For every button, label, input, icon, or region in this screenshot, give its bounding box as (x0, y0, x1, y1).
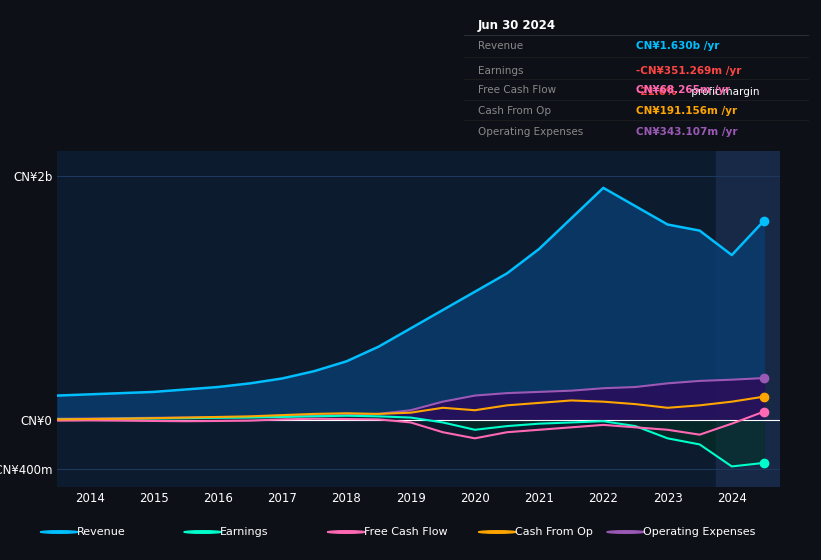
Text: Earnings: Earnings (220, 527, 268, 537)
Text: Free Cash Flow: Free Cash Flow (364, 527, 447, 537)
Circle shape (479, 531, 516, 533)
Text: Earnings: Earnings (478, 66, 523, 76)
Bar (716, 151, 780, 487)
Text: Revenue: Revenue (478, 41, 523, 51)
Text: -CN¥351.269m /yr: -CN¥351.269m /yr (636, 66, 741, 76)
Circle shape (607, 531, 644, 533)
Text: Cash From Op: Cash From Op (478, 106, 551, 116)
Text: Operating Expenses: Operating Expenses (478, 127, 583, 137)
Text: Cash From Op: Cash From Op (515, 527, 593, 537)
Text: profit margin: profit margin (688, 87, 759, 97)
Circle shape (40, 531, 78, 533)
Text: Revenue: Revenue (76, 527, 126, 537)
Circle shape (184, 531, 222, 533)
Circle shape (328, 531, 365, 533)
Text: Jun 30 2024: Jun 30 2024 (478, 18, 556, 31)
Text: Operating Expenses: Operating Expenses (643, 527, 755, 537)
Text: CN¥1.630b /yr: CN¥1.630b /yr (636, 41, 720, 51)
Text: CN¥191.156m /yr: CN¥191.156m /yr (636, 106, 737, 116)
Text: Free Cash Flow: Free Cash Flow (478, 86, 556, 95)
Text: CN¥68.265m /yr: CN¥68.265m /yr (636, 86, 730, 95)
Text: -21.6%: -21.6% (636, 87, 677, 97)
Text: CN¥343.107m /yr: CN¥343.107m /yr (636, 127, 738, 137)
